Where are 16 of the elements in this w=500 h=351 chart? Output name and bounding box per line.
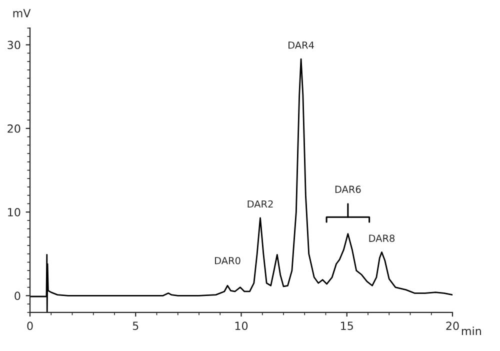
annotation: DAR4 xyxy=(288,42,314,49)
annotation: DAR8 xyxy=(369,234,395,242)
y-tick-label: 30 xyxy=(8,40,20,50)
annotation: DAR0 xyxy=(215,256,240,264)
x-tick-label: 15 xyxy=(341,322,353,330)
y-tick-label: 20 xyxy=(8,124,20,133)
annotation: DAR6 xyxy=(335,186,361,194)
x-tick-label: 5 xyxy=(132,322,138,330)
y-axis-title: mV xyxy=(13,9,31,18)
y-tick-label: 10 xyxy=(8,208,20,216)
x-tick-label: 20 xyxy=(446,322,459,330)
y-tick-label: 0 xyxy=(14,292,20,300)
x-tick-label: 10 xyxy=(235,322,248,330)
x-tick-label: 0 xyxy=(27,322,33,330)
x-axis-title: min xyxy=(462,326,481,336)
annotation: DAR2 xyxy=(248,200,273,208)
